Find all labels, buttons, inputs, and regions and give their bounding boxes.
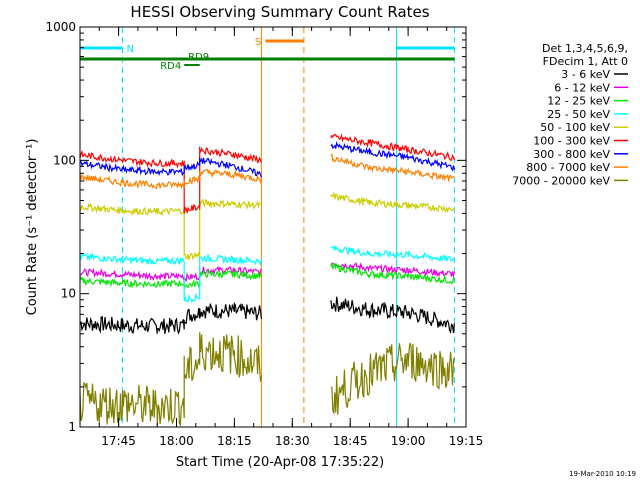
legend-header: Det 1,3,4,5,6,9, <box>542 42 628 55</box>
series-line <box>79 301 262 335</box>
series-line <box>79 269 262 290</box>
series-line <box>330 245 455 262</box>
legend-entry-label: 25 - 50 keV <box>547 108 610 121</box>
series-line <box>330 296 455 335</box>
legend-header: FDecim 1, Att 0 <box>543 55 628 68</box>
x-axis-label: Start Time (20-Apr-08 17:35:22) <box>176 455 384 470</box>
x-tick-label: 19:15 <box>449 434 484 448</box>
series-line <box>330 141 455 172</box>
series-line <box>79 168 262 190</box>
series-line <box>79 157 262 178</box>
y-axis-label: Count Rate (s⁻¹ detector⁻¹) <box>25 139 40 316</box>
series-line <box>330 191 455 214</box>
series-line <box>79 146 262 214</box>
series-line <box>79 251 262 303</box>
flag-label: RD4 <box>160 61 181 72</box>
plot-area: N S RD9 RD4 <box>79 27 455 427</box>
y-tick-label: 1 <box>68 420 76 434</box>
legend-entry-label: 3 - 6 keV <box>561 68 610 81</box>
legend-entry-label: 7000 - 20000 keV <box>512 174 610 187</box>
y-tick-label: 1000 <box>45 20 76 34</box>
series-line <box>330 261 455 285</box>
legend-entry-label: 800 - 7000 keV <box>526 161 610 174</box>
flag-label: RD9 <box>188 52 209 63</box>
series-line <box>79 198 262 262</box>
legend: Det 1,3,4,5,6,9,FDecim 1, Att 03 - 6 keV… <box>512 42 628 187</box>
series-line <box>330 133 455 161</box>
series-line <box>330 342 455 416</box>
x-tick-label: 18:45 <box>333 434 368 448</box>
flag-label: S <box>255 37 261 48</box>
chart-title: HESSI Observing Summary Count Rates <box>130 3 429 21</box>
y-tick-label: 10 <box>61 287 76 301</box>
series-line <box>79 265 262 283</box>
series-line <box>330 262 455 278</box>
series-line <box>79 332 262 427</box>
x-tick-label: 18:30 <box>275 434 310 448</box>
x-tick-label: 18:00 <box>159 434 194 448</box>
legend-entry-label: 300 - 800 keV <box>533 148 610 161</box>
x-tick-label: 17:45 <box>101 434 136 448</box>
y-tick-label: 100 <box>53 153 76 167</box>
plot-frame <box>79 26 467 428</box>
flag-label: N <box>126 44 133 55</box>
timestamp-label: 19-Mar-2010 10:19 <box>569 470 636 478</box>
legend-entry-label: 50 - 100 keV <box>540 121 610 134</box>
x-tick-label: 19:00 <box>391 434 426 448</box>
legend-entry-label: 6 - 12 keV <box>554 81 610 94</box>
legend-entry-label: 12 - 25 keV <box>547 95 610 108</box>
legend-entry-label: 100 - 300 keV <box>533 135 610 148</box>
x-tick-label: 18:15 <box>217 434 252 448</box>
series-line <box>330 152 455 182</box>
axes: 17:45 18:00 18:15 18:30 18:45 19:00 19:15 1 10 10… <box>45 20 483 448</box>
